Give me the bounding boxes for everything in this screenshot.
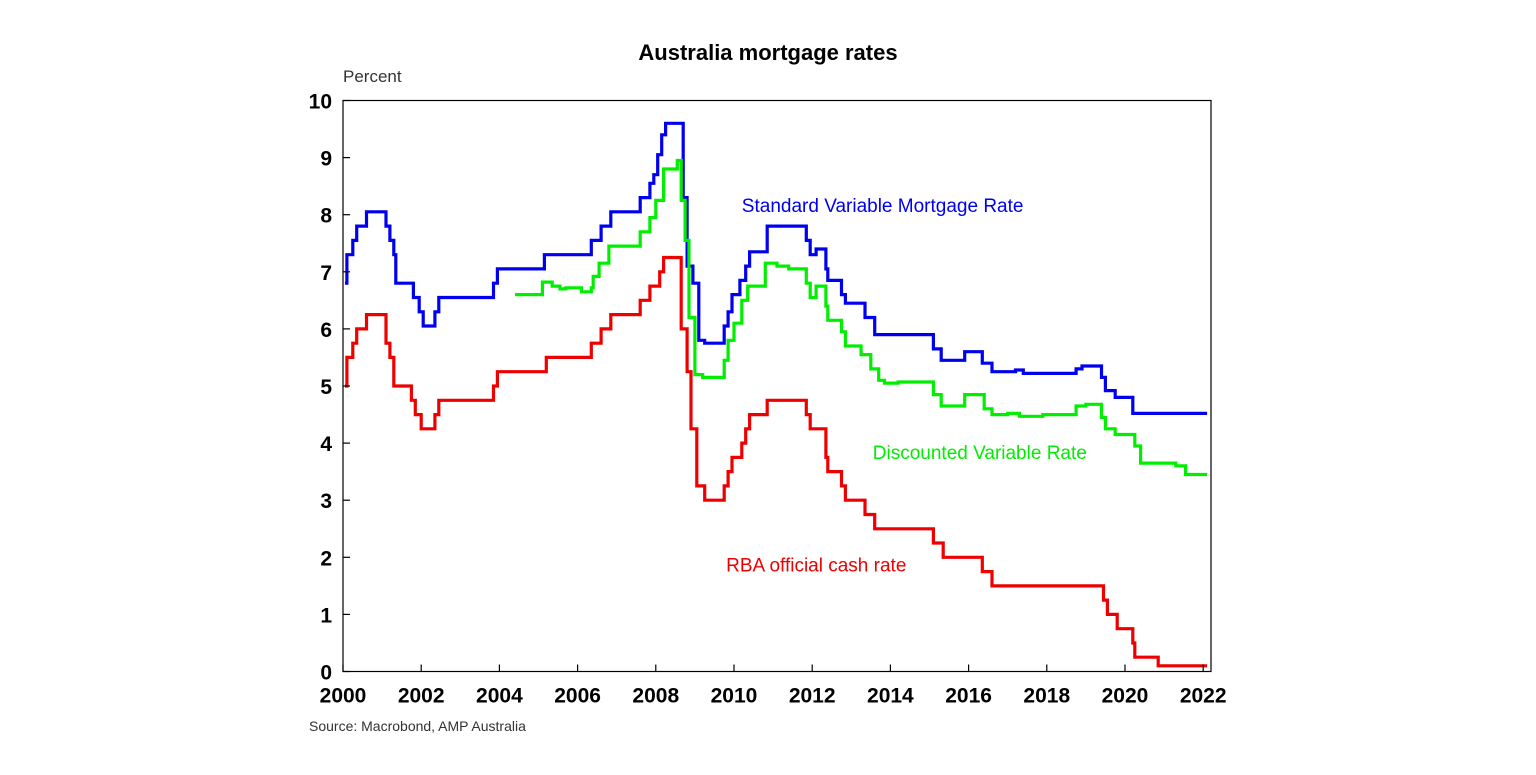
x-tick-label: 2006 [554, 685, 601, 708]
x-tick-label: 2016 [945, 685, 992, 708]
y-axis: 0 1 2 3 4 5 6 7 8 9 10 [309, 91, 350, 685]
x-axis: 2000 2002 2004 2006 2008 2010 2012 2014 2016 2018… [320, 664, 1227, 708]
series-layer [345, 121, 1208, 668]
x-tick-label: 2014 [867, 685, 914, 708]
x-tick-label: 2000 [320, 685, 367, 708]
y-tick-label: 10 [309, 91, 332, 114]
x-tick-label: 2020 [1102, 685, 1149, 708]
chart-title: Australia mortgage rates [638, 40, 897, 65]
y-tick-label: 0 [320, 662, 332, 685]
x-tick-label: 2018 [1023, 685, 1070, 708]
series-line-discounted-variable-rate [515, 158, 1208, 477]
x-tick-label: 2008 [632, 685, 679, 708]
label-discounted-variable-rate: Discounted Variable Rate [873, 443, 1087, 464]
y-axis-unit-label: Percent [343, 67, 402, 86]
y-tick-label: 6 [320, 319, 332, 342]
y-tick-label: 7 [320, 262, 332, 285]
x-tick-label: 2004 [476, 685, 523, 708]
x-tick-label: 2010 [711, 685, 758, 708]
y-tick-label: 9 [320, 148, 332, 171]
label-rba-official-cash-rate: RBA official cash rate [726, 556, 906, 577]
series-line-rba-official-cash-rate [345, 255, 1208, 668]
y-tick-label: 2 [320, 547, 332, 570]
x-tick-label: 2002 [398, 685, 445, 708]
x-tick-label: 2012 [789, 685, 836, 708]
y-tick-label: 8 [320, 205, 332, 228]
label-standard-variable-mortgage-rate: Standard Variable Mortgage Rate [742, 196, 1024, 217]
y-tick-label: 4 [320, 433, 332, 456]
series-labels: Standard Variable Mortgage Rate Discounte… [726, 196, 1087, 577]
y-tick-label: 5 [320, 376, 332, 399]
source-note: Source: Macrobond, AMP Australia [309, 718, 526, 734]
y-tick-label: 1 [320, 604, 332, 627]
x-tick-label: 2022 [1180, 685, 1227, 708]
y-tick-label: 3 [320, 490, 332, 513]
series-line-standard-variable-mortgage-rate [345, 121, 1208, 415]
